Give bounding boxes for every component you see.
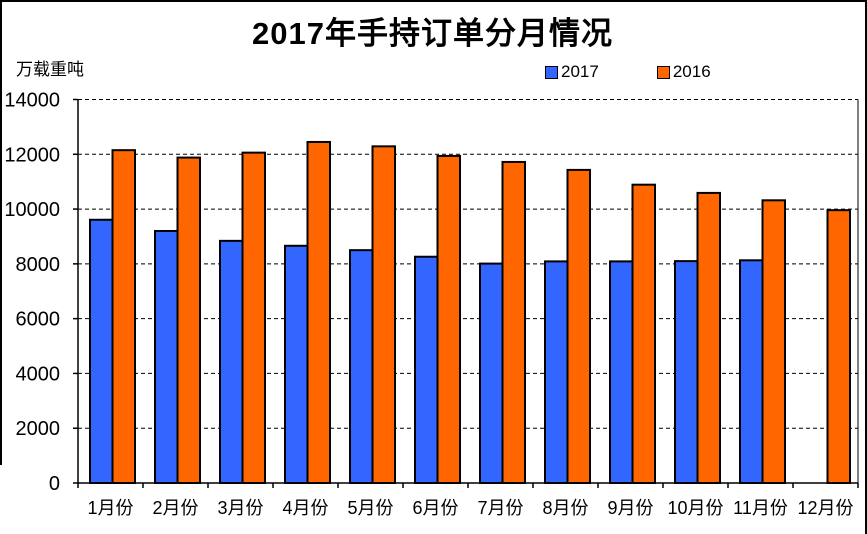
svg-text:5月份: 5月份 bbox=[347, 498, 393, 518]
legend-swatch-2016-icon bbox=[656, 65, 670, 79]
svg-text:12月份: 12月份 bbox=[797, 498, 853, 518]
svg-text:4月份: 4月份 bbox=[282, 498, 328, 518]
chart-title: 2017年手持订单分月情况 bbox=[252, 16, 613, 51]
svg-text:12000: 12000 bbox=[4, 144, 60, 166]
svg-text:10月份: 10月份 bbox=[667, 498, 723, 518]
legend-label-2016: 2016 bbox=[672, 62, 711, 81]
svg-text:6000: 6000 bbox=[16, 309, 61, 331]
legend-item-2017: 2017 bbox=[545, 62, 599, 82]
svg-text:10000: 10000 bbox=[4, 199, 60, 221]
y-axis-unit-label: 万载重吨 bbox=[16, 60, 84, 79]
svg-text:2000: 2000 bbox=[16, 418, 61, 440]
svg-text:6月份: 6月份 bbox=[412, 498, 458, 518]
legend: 2017 2016 bbox=[545, 62, 711, 82]
svg-text:8000: 8000 bbox=[16, 254, 61, 276]
svg-text:7月份: 7月份 bbox=[477, 498, 523, 518]
svg-text:1月份: 1月份 bbox=[87, 498, 133, 518]
svg-text:14000: 14000 bbox=[4, 90, 60, 112]
svg-text:9月份: 9月份 bbox=[607, 498, 653, 518]
svg-text:2月份: 2月份 bbox=[152, 498, 198, 518]
svg-text:8月份: 8月份 bbox=[542, 498, 588, 518]
frame-left-border bbox=[0, 2, 2, 465]
svg-text:3月份: 3月份 bbox=[217, 498, 263, 518]
legend-swatch-2017-icon bbox=[545, 65, 558, 79]
svg-text:11月份: 11月份 bbox=[733, 498, 788, 518]
legend-label-2017: 2017 bbox=[561, 62, 599, 81]
svg-text:4000: 4000 bbox=[16, 363, 61, 385]
svg-text:0: 0 bbox=[49, 473, 60, 495]
legend-item-2016: 2016 bbox=[656, 62, 711, 82]
